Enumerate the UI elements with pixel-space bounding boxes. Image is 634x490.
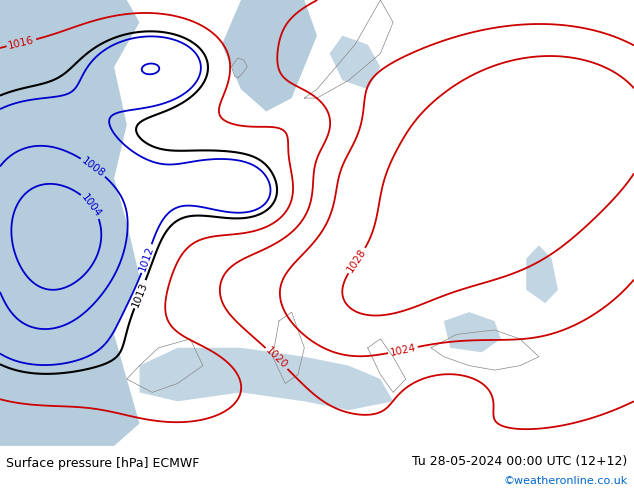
Text: 1024: 1024: [389, 343, 417, 358]
Text: 1028: 1028: [346, 247, 368, 274]
Text: 1008: 1008: [80, 155, 107, 179]
Text: 1020: 1020: [264, 345, 290, 371]
Text: Surface pressure [hPa] ECMWF: Surface pressure [hPa] ECMWF: [6, 457, 200, 470]
Polygon shape: [0, 0, 139, 446]
Text: 1016: 1016: [8, 35, 36, 50]
Text: 1013: 1013: [131, 280, 150, 308]
Text: Tu 28-05-2024 00:00 UTC (12+12): Tu 28-05-2024 00:00 UTC (12+12): [412, 455, 628, 468]
Text: ©weatheronline.co.uk: ©weatheronline.co.uk: [503, 476, 628, 486]
Polygon shape: [330, 36, 380, 89]
Polygon shape: [526, 245, 558, 303]
Text: 1004: 1004: [80, 192, 103, 219]
Polygon shape: [222, 0, 317, 112]
Polygon shape: [139, 348, 393, 410]
Text: 1012: 1012: [138, 245, 156, 272]
Polygon shape: [444, 312, 501, 352]
